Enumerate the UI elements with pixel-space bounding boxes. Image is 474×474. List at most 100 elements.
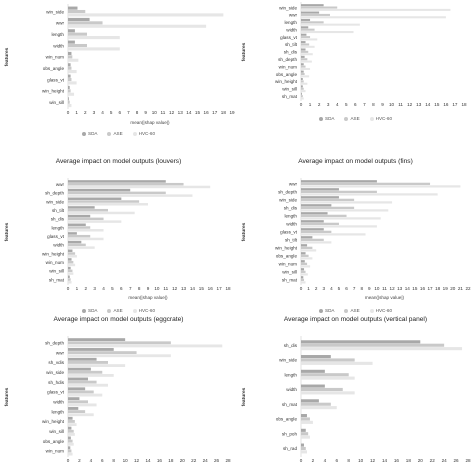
- chart-5-ylabel: features: [4, 387, 10, 406]
- legend-swatch: [369, 116, 374, 121]
- chart-2-category-label: win_side: [279, 5, 297, 10]
- chart-1-bar: [68, 104, 72, 108]
- chart-4-bar: [301, 222, 339, 225]
- chart-4-bar: [301, 188, 339, 191]
- chart-5-category-label: obs_angle: [43, 439, 65, 444]
- chart-2-bar: [301, 26, 309, 29]
- chart-5-tick-label: 18: [168, 458, 174, 463]
- chart-4-bar: [301, 257, 313, 260]
- chart-2-bar: [301, 36, 311, 39]
- chart-4-tick-label: 15: [412, 286, 418, 291]
- chart-4-bar: [301, 220, 324, 223]
- chart-5-bar: [68, 436, 71, 440]
- chart-3-xlabel: mean(|shap value|): [128, 295, 168, 300]
- chart-6-bar: [301, 387, 343, 392]
- chart-1-bar: [68, 9, 86, 14]
- chart-2-category-label: sh_mat: [282, 94, 298, 99]
- chart-6-tick-label: 6: [336, 458, 339, 463]
- chart-2-bar: [301, 90, 306, 93]
- chart-5-bar: [68, 423, 77, 427]
- chart-4-bar: [301, 276, 304, 279]
- legend-label: HVC-60: [375, 308, 392, 313]
- chart-4-bar: [301, 209, 389, 212]
- chart-2-category-label: win_num: [279, 64, 298, 69]
- chart-2-tick-label: 17: [452, 102, 458, 107]
- chart-6-tick-label: 20: [418, 458, 424, 463]
- chart-6-bar: [301, 355, 331, 359]
- chart-3-tick-label: 6: [120, 286, 123, 291]
- chart-6-tick-label: 2: [312, 458, 315, 463]
- chart-3-tick-label: 4: [102, 286, 105, 291]
- chart-1-bar: [68, 21, 103, 25]
- chart-5-tick-label: 12: [134, 458, 140, 463]
- chart-6-tick-label: 24: [442, 458, 448, 463]
- chart-3-tick-label: 16: [208, 286, 214, 291]
- chart-4-xlabel: mean(|shap value|): [365, 295, 405, 300]
- chart-5-category-label: length: [51, 409, 64, 414]
- chart-6-tick-label: 28: [465, 458, 471, 463]
- chart-3-category-label: width: [53, 243, 64, 248]
- chart-1-category-label: win_side: [46, 9, 64, 14]
- chart-3-category-label: sh_tilt: [52, 208, 65, 213]
- chart-4-tick-label: 0: [300, 286, 303, 291]
- chart-2-bar: [301, 70, 304, 73]
- chart-2-bar: [301, 38, 318, 41]
- chart-4-bar: [301, 180, 377, 183]
- chart-1-category-label: length: [51, 32, 64, 37]
- legend-label: ASE: [113, 308, 123, 313]
- chart-3-bar: [68, 237, 104, 241]
- chart-4-category-label: sh_mat: [282, 278, 298, 283]
- chart-6-ylabel: features: [241, 387, 247, 406]
- chart-5-bar: [68, 383, 108, 387]
- chart-4-category-label: win_sill: [282, 270, 297, 275]
- chart-5-category-label: win_height: [42, 419, 65, 424]
- chart-5-bar: [68, 446, 71, 450]
- chart-6-bar: [301, 358, 355, 362]
- chart-1-tick-label: 18: [221, 110, 227, 115]
- chart-6-bar: [301, 369, 325, 373]
- chart-6-category-label: win_side: [279, 358, 297, 363]
- chart-4-tick-label: 6: [345, 286, 348, 291]
- chart-3-bar: [68, 208, 108, 212]
- chart-2-category-label: obs_angle: [276, 72, 298, 77]
- chart-3-tick-label: 13: [181, 286, 187, 291]
- chart-5-bar: [68, 407, 79, 410]
- chart-6-bar: [301, 414, 307, 418]
- chart-2-bar: [301, 72, 305, 76]
- legend-item: SDA: [82, 131, 97, 136]
- chart-3-bar: [68, 232, 77, 235]
- chart-4-bar: [301, 241, 332, 244]
- chart-2-tick-label: 5: [345, 102, 348, 107]
- chart-5-bar: [68, 354, 171, 358]
- chart-4-category-label: obs_angle: [276, 254, 298, 259]
- chart-4-bar: [301, 278, 305, 281]
- chart-4-bar: [301, 225, 377, 228]
- chart-2-category-label: glass_vt: [280, 35, 298, 40]
- chart-6-category-label: width: [286, 387, 297, 392]
- chart-6-tick-label: 22: [430, 458, 436, 463]
- chart-4-tick-label: 13: [397, 286, 403, 291]
- legend-item: SDA: [82, 308, 97, 313]
- chart-1-category-label: win_sill: [49, 100, 64, 105]
- chart-2-category-label: wwr: [289, 13, 298, 18]
- chart-6-tick-label: 8: [347, 458, 350, 463]
- chart-1-tick-label: 19: [229, 110, 235, 115]
- chart-4-category-label: sh_dis: [284, 206, 298, 211]
- chart-2-bar: [301, 80, 304, 83]
- chart-4-bar: [301, 198, 355, 201]
- chart-2-bar: [301, 28, 315, 31]
- legend-label: HVC-60: [138, 131, 155, 136]
- chart-4-category-label: win_num: [279, 262, 298, 267]
- chart-4-tick-label: 21: [458, 286, 464, 291]
- chart-6-bar: [301, 443, 304, 447]
- chart-5-tick-label: 14: [145, 458, 151, 463]
- chart-3-category-label: wwr: [56, 182, 65, 187]
- chart-4-bar: [301, 193, 438, 196]
- chart-1-tick-label: 13: [178, 110, 184, 115]
- chart-5-bar: [68, 361, 108, 364]
- chart-1-tick-label: 17: [212, 110, 218, 115]
- chart-4-bar: [301, 217, 381, 220]
- chart-4-bar: [301, 204, 332, 207]
- chart-3-category-label: sh_depth: [45, 191, 64, 196]
